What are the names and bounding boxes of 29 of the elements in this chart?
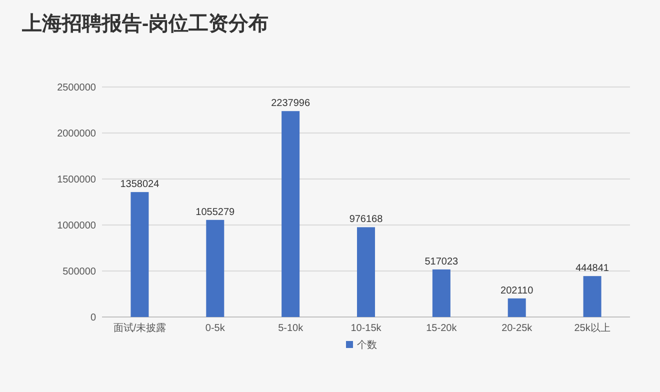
x-tick-label: 10-15k — [350, 323, 382, 334]
bar — [282, 111, 300, 317]
data-label: 1055279 — [196, 206, 236, 218]
bar — [206, 220, 224, 317]
y-tick-label: 1500000 — [57, 174, 96, 186]
y-tick-label: 0 — [90, 312, 96, 324]
x-tick-label: 15-20k — [426, 323, 458, 334]
y-tick-label: 1000000 — [57, 220, 96, 232]
data-label: 2237996 — [271, 98, 310, 110]
data-label: 202110 — [500, 285, 534, 296]
y-tick-label: 2500000 — [57, 82, 96, 94]
y-tick-label: 2000000 — [57, 128, 96, 140]
x-tick-label: 0-5k — [205, 323, 226, 334]
bar — [508, 298, 526, 317]
bar — [432, 269, 450, 317]
data-label: 517023 — [424, 256, 459, 268]
bar — [130, 192, 149, 317]
bar — [583, 276, 602, 317]
y-tick-label: 500000 — [62, 266, 96, 278]
x-tick-label: 20-25k — [502, 323, 534, 334]
chart-title: 上海招聘报告-岗位工资分布 — [21, 12, 269, 35]
legend-label: 个数 — [357, 339, 377, 351]
data-label: 976168 — [349, 214, 384, 226]
x-tick-label: 5-10k — [278, 323, 304, 334]
bar — [357, 227, 375, 317]
x-tick-label: 面试/未披露 — [113, 322, 166, 334]
data-label: 444841 — [576, 263, 610, 274]
x-tick-label: 25k以上 — [574, 322, 610, 334]
data-label: 1358024 — [120, 179, 160, 190]
